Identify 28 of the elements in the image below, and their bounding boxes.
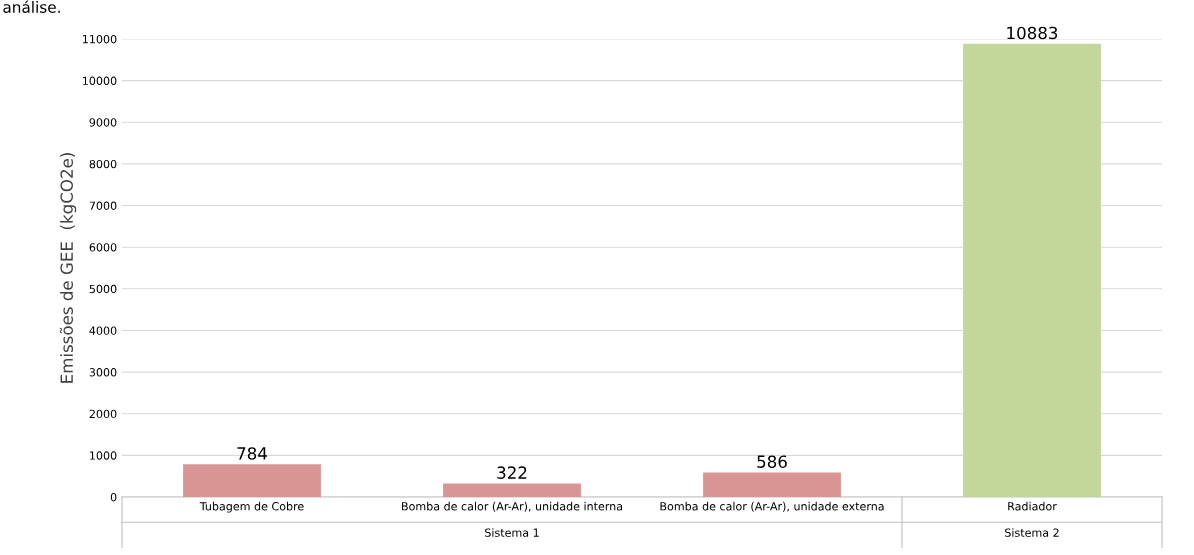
y-tick-label: 2000 — [89, 409, 117, 419]
y-tick-label: 11000 — [83, 34, 117, 44]
y-axis-title: Emissões de GEE (kgCO2e) — [59, 153, 77, 383]
y-tick-label: 5000 — [89, 284, 117, 294]
bar — [703, 472, 841, 497]
y-tick-label: 9000 — [89, 118, 117, 127]
bar — [443, 483, 581, 497]
text: análise. — [3, 0, 60, 13]
y-tick-label: 8000 — [89, 159, 117, 169]
y-tick-label: 0 — [110, 492, 117, 502]
text: Sistema 1 — [485, 528, 539, 537]
x-tick-label: Radiador — [1008, 501, 1057, 511]
data-label: 586 — [757, 455, 787, 468]
y-tick-label: 1000 — [90, 451, 117, 460]
y-tick-label: 7000 — [89, 201, 117, 210]
x-tick-label: Bomba de calor (Ar-Ar), unidade externa — [660, 501, 884, 512]
y-tick-label: 6000 — [89, 243, 117, 252]
data-label: 784 — [237, 447, 267, 460]
data-label: 10883 — [1007, 26, 1058, 40]
x-tick-label: Bomba de calor (Ar-Ar), unidade interna — [402, 501, 623, 512]
x-tick-label: Tubagem de Cobre — [199, 501, 304, 513]
data-label: 322 — [497, 466, 527, 479]
y-tick-label: 3000 — [89, 368, 117, 377]
text: Sistema 2 — [1005, 528, 1059, 537]
y-tick-label: 4000 — [89, 326, 117, 335]
bar — [963, 43, 1101, 497]
y-tick-label: 10000 — [83, 76, 117, 86]
bar — [183, 464, 321, 497]
